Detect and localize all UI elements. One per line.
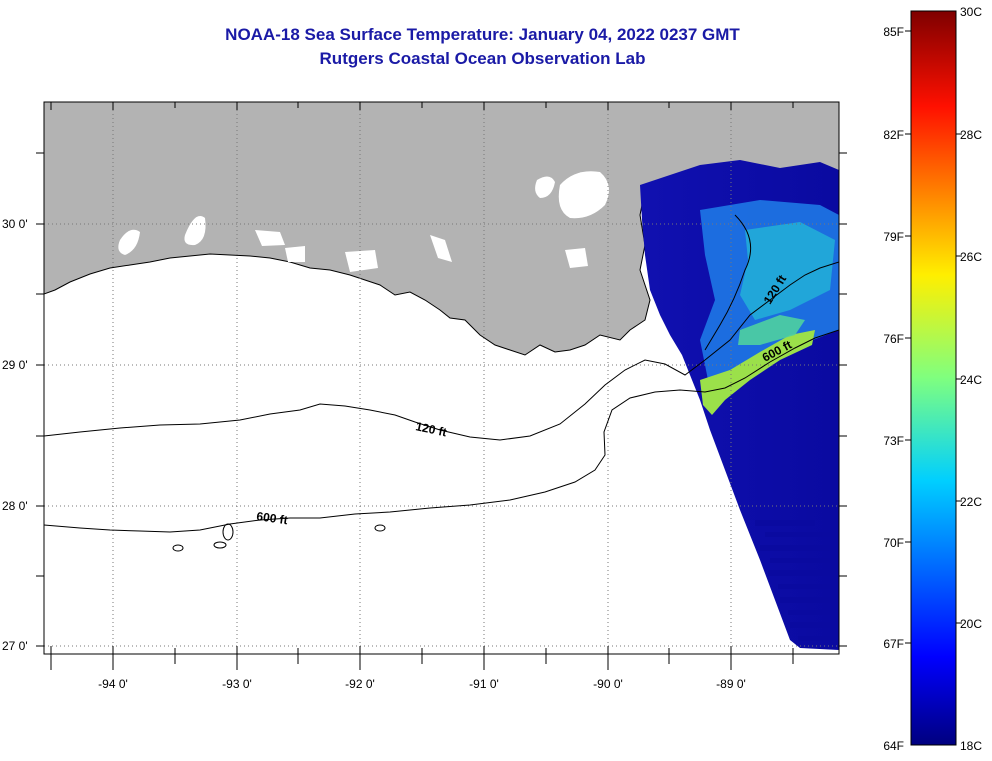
lake xyxy=(430,235,452,262)
lake xyxy=(184,216,206,246)
lake xyxy=(535,176,555,198)
cbar-f-70: 70F xyxy=(883,536,904,550)
map-subtitle: Rutgers Coastal Ocean Observation Lab xyxy=(319,49,646,68)
lon-label-93: -93 0' xyxy=(222,677,252,691)
lat-label-28: 28 0' xyxy=(2,499,28,513)
cbar-f-79: 79F xyxy=(883,230,904,244)
lon-label-92: -92 0' xyxy=(345,677,375,691)
lake xyxy=(565,248,588,268)
lon-label-90: -90 0' xyxy=(593,677,623,691)
cbar-f-67: 67F xyxy=(883,637,904,651)
cbar-c-20: 20C xyxy=(960,617,982,631)
cbar-c-26: 26C xyxy=(960,250,982,264)
cbar-c-28: 28C xyxy=(960,128,982,142)
lake xyxy=(255,230,285,246)
bank-outlines xyxy=(172,523,386,552)
contour-120ft-line xyxy=(44,261,839,441)
cbar-c-24: 24C xyxy=(960,373,982,387)
map-graticule xyxy=(44,102,839,654)
frame-ticks xyxy=(36,102,847,670)
cbar-c-30: 30C xyxy=(960,5,982,19)
cbar-c-18: 18C xyxy=(960,739,982,753)
lon-label-94: -94 0' xyxy=(98,677,128,691)
cbar-f-73: 73F xyxy=(883,434,904,448)
lon-label-91: -91 0' xyxy=(469,677,499,691)
cbar-c-22: 22C xyxy=(960,495,982,509)
map-title: NOAA-18 Sea Surface Temperature: January… xyxy=(225,25,740,44)
lake xyxy=(345,250,378,272)
colorbar-ticks xyxy=(905,30,962,644)
contour-600ft-line xyxy=(44,329,839,533)
lat-label-29: 29 0' xyxy=(2,358,28,372)
lat-label-27: 27 0' xyxy=(2,639,28,653)
lake xyxy=(285,246,305,262)
lat-label-30: 30 0' xyxy=(2,217,28,231)
cbar-f-76: 76F xyxy=(883,332,904,346)
contour-label-120ft: 120 ft xyxy=(414,419,448,439)
contour-label-600ft: 600 ft xyxy=(256,509,289,527)
contour-120ft-east-line xyxy=(704,214,752,351)
cbar-f-85: 85F xyxy=(883,25,904,39)
lake xyxy=(118,229,140,255)
lon-label-89: -89 0' xyxy=(716,677,746,691)
sst-swath-stripes xyxy=(755,520,838,641)
lake xyxy=(558,171,609,219)
cbar-f-64: 64F xyxy=(883,739,904,753)
sst-swath-warm xyxy=(700,330,815,415)
map-frame xyxy=(43,101,840,655)
sst-swath-teal xyxy=(740,222,835,320)
colorbar xyxy=(910,10,957,746)
sst-swath-green xyxy=(738,315,805,345)
cbar-f-82: 82F xyxy=(883,128,904,142)
